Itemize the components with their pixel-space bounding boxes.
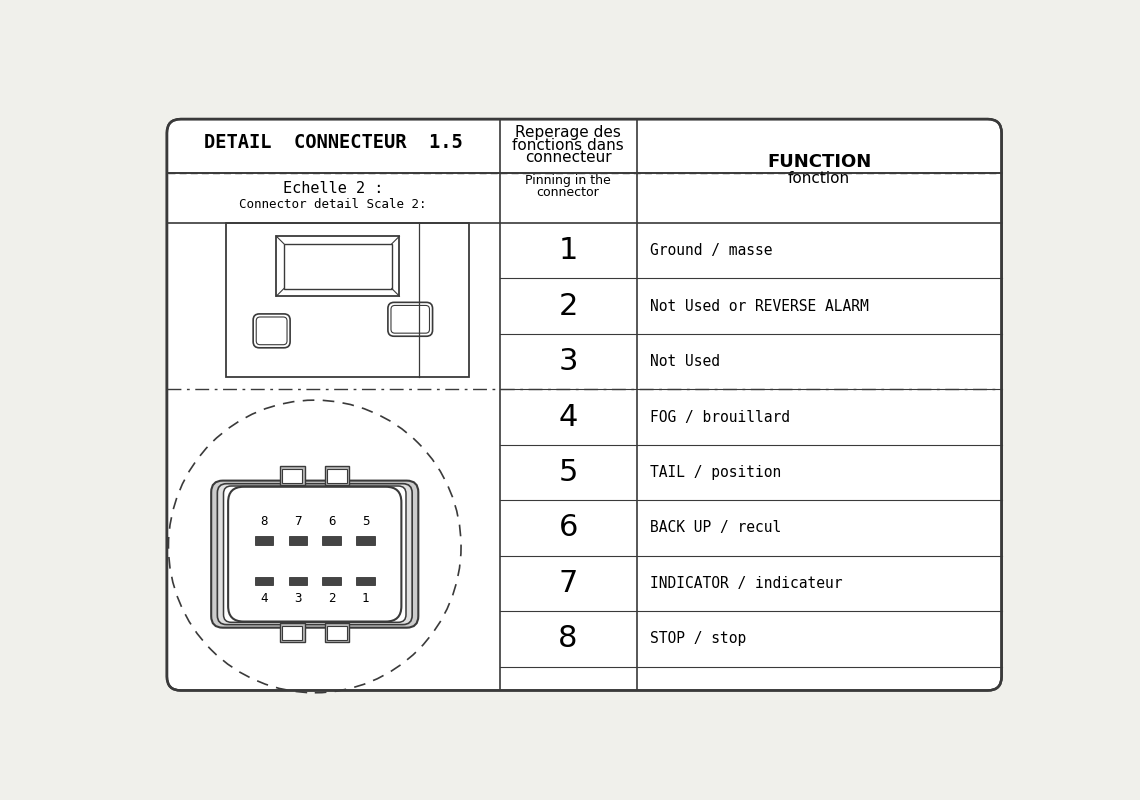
Text: 6: 6 <box>328 514 335 527</box>
Bar <box>288 536 307 545</box>
Text: INDICATOR / indicateur: INDICATOR / indicateur <box>651 576 842 591</box>
Text: fonction: fonction <box>788 171 850 186</box>
Bar <box>284 244 392 289</box>
Text: 8: 8 <box>559 624 578 654</box>
Bar <box>226 223 469 377</box>
Bar <box>323 536 341 545</box>
Bar <box>288 577 307 586</box>
Text: 2: 2 <box>559 292 578 321</box>
FancyBboxPatch shape <box>228 486 401 622</box>
FancyBboxPatch shape <box>218 484 413 625</box>
Text: Echelle 2 :: Echelle 2 : <box>283 182 383 196</box>
Text: Not Used: Not Used <box>651 354 720 369</box>
Text: 3: 3 <box>294 591 302 605</box>
Text: 7: 7 <box>559 569 578 598</box>
Text: FOG / brouillard: FOG / brouillard <box>651 410 790 425</box>
Text: STOP / stop: STOP / stop <box>651 631 747 646</box>
FancyBboxPatch shape <box>253 314 290 348</box>
Bar <box>357 577 375 586</box>
Text: 6: 6 <box>559 514 578 542</box>
Text: Connector detail Scale 2:: Connector detail Scale 2: <box>239 198 428 210</box>
FancyBboxPatch shape <box>256 317 287 345</box>
Text: 5: 5 <box>361 514 369 527</box>
Bar <box>325 623 349 642</box>
Text: 8: 8 <box>260 514 268 527</box>
Bar <box>280 623 304 642</box>
Text: fonctions dans: fonctions dans <box>512 138 624 153</box>
FancyBboxPatch shape <box>211 481 418 628</box>
Text: Ground / masse: Ground / masse <box>651 243 773 258</box>
Bar <box>254 536 274 545</box>
FancyBboxPatch shape <box>391 306 430 333</box>
Text: 3: 3 <box>559 347 578 376</box>
Bar <box>357 536 375 545</box>
Bar <box>323 577 341 586</box>
Bar <box>325 466 349 486</box>
Text: Not Used or REVERSE ALARM: Not Used or REVERSE ALARM <box>651 298 869 314</box>
Text: Reperage des: Reperage des <box>515 126 621 141</box>
Text: 4: 4 <box>559 402 578 431</box>
Text: connecteur: connecteur <box>524 150 611 165</box>
Bar <box>276 236 399 296</box>
Text: Pinning in the: Pinning in the <box>526 174 611 187</box>
Text: connector: connector <box>537 186 600 198</box>
Bar <box>283 626 302 640</box>
Text: FUNCTION: FUNCTION <box>767 153 871 171</box>
FancyBboxPatch shape <box>388 302 432 336</box>
Text: DETAIL  CONNECTEUR  1.5: DETAIL CONNECTEUR 1.5 <box>204 133 463 152</box>
Text: 7: 7 <box>294 514 302 527</box>
Bar <box>280 466 304 486</box>
Bar <box>254 577 274 586</box>
Text: 2: 2 <box>328 591 335 605</box>
Text: BACK UP / recul: BACK UP / recul <box>651 521 782 535</box>
Text: TAIL / position: TAIL / position <box>651 465 782 480</box>
Text: 5: 5 <box>559 458 578 487</box>
Text: 1: 1 <box>361 591 369 605</box>
Bar <box>327 469 347 483</box>
FancyBboxPatch shape <box>166 119 1002 690</box>
Text: 1: 1 <box>559 236 578 266</box>
Bar <box>283 469 302 483</box>
Bar <box>327 626 347 640</box>
Text: 4: 4 <box>260 591 268 605</box>
FancyBboxPatch shape <box>223 486 406 622</box>
